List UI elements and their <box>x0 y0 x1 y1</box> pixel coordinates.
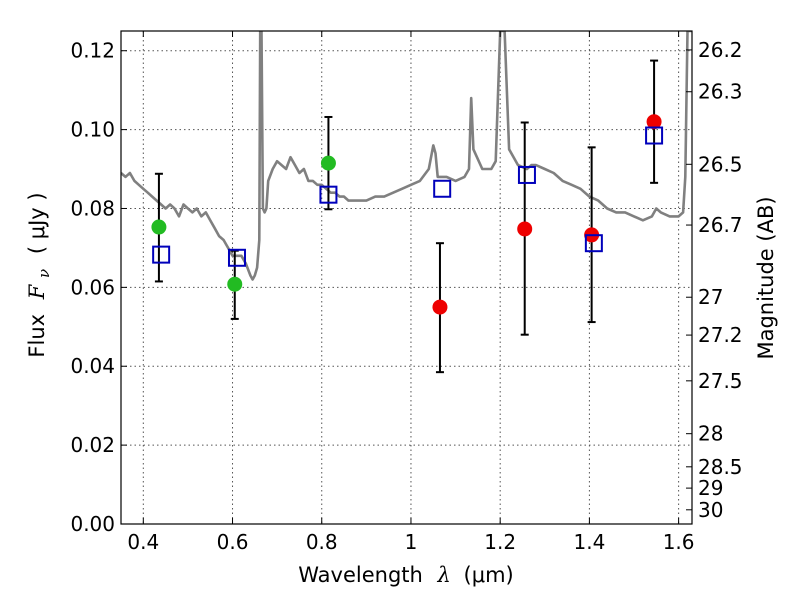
plot-frame <box>120 30 693 525</box>
y-tick-label: 0.02 <box>70 433 115 457</box>
x-tick-label: 0.6 <box>217 530 249 554</box>
model-point <box>517 165 536 184</box>
y2-tick-label: 27.2 <box>698 323 743 347</box>
x-tick-label: 1.2 <box>484 530 516 554</box>
data-point <box>517 221 533 237</box>
model-point <box>584 234 603 253</box>
data-point <box>151 219 167 235</box>
model-point <box>433 179 452 198</box>
y2-tick-label: 28 <box>698 422 723 446</box>
y2-tick-label: 27.5 <box>698 369 743 393</box>
x-axis-title-prefix: Wavelength <box>298 563 423 587</box>
spectrum-line <box>121 31 692 281</box>
y2-tick-label: 27 <box>698 285 723 309</box>
y-tick-label: 0.06 <box>70 275 115 299</box>
model-point <box>227 248 246 267</box>
data-point <box>320 155 336 171</box>
y2-tick-label: 29 <box>698 476 723 500</box>
y2-tick-label: 26.7 <box>698 213 743 237</box>
y-axis-title-symbol: F <box>25 283 49 300</box>
y2-tick-label: 26.3 <box>698 80 743 104</box>
model-point <box>645 126 664 145</box>
data-point <box>227 276 243 292</box>
spectrum-layer <box>121 31 692 281</box>
x-tick-label: 1.6 <box>663 530 695 554</box>
y-axis-title-unit: ( μJy ) <box>25 192 49 254</box>
x-tick-label: 1 <box>405 530 418 554</box>
data-point <box>646 114 662 130</box>
y2-tick-label: 28.5 <box>698 455 743 479</box>
y2-tick-label: 30 <box>698 498 723 522</box>
y2-axis-title: Magnitude (AB) <box>754 196 778 359</box>
x-tick-label: 1.4 <box>573 530 605 554</box>
x-axis-title-unit: (μm) <box>464 563 514 587</box>
data-markers <box>151 114 664 315</box>
error-bars <box>154 59 659 374</box>
y-tick-label: 0.10 <box>70 118 115 142</box>
y-tick-label: 0.00 <box>70 512 115 536</box>
y-axis-title-prefix: Flux <box>25 314 49 358</box>
y2-tick-label: 26.2 <box>698 38 743 62</box>
y-axis-title-subscript: ν <box>35 269 53 278</box>
grid-lines <box>121 31 692 525</box>
y-axis-title: Flux F ν ( μJy ) <box>25 192 54 357</box>
data-point <box>432 299 448 315</box>
y-tick-label: 0.04 <box>70 354 115 378</box>
axis-ticks: 0.4 0.6 0.8 1 1.2 1.4 1.6 0.00 0.02 0.04 0.06 0.08 0… <box>70 31 743 554</box>
x-tick-label: 0.8 <box>306 530 338 554</box>
model-point <box>319 185 338 204</box>
x-tick-label: 0.4 <box>127 530 159 554</box>
y-tick-label: 0.08 <box>70 196 115 220</box>
x-axis-title-symbol: λ <box>437 563 451 587</box>
model-point <box>152 245 171 264</box>
y2-tick-label: 26.5 <box>698 152 743 176</box>
y-tick-label: 0.12 <box>70 39 115 63</box>
x-axis-title: Wavelength λ (μm) <box>298 563 513 587</box>
